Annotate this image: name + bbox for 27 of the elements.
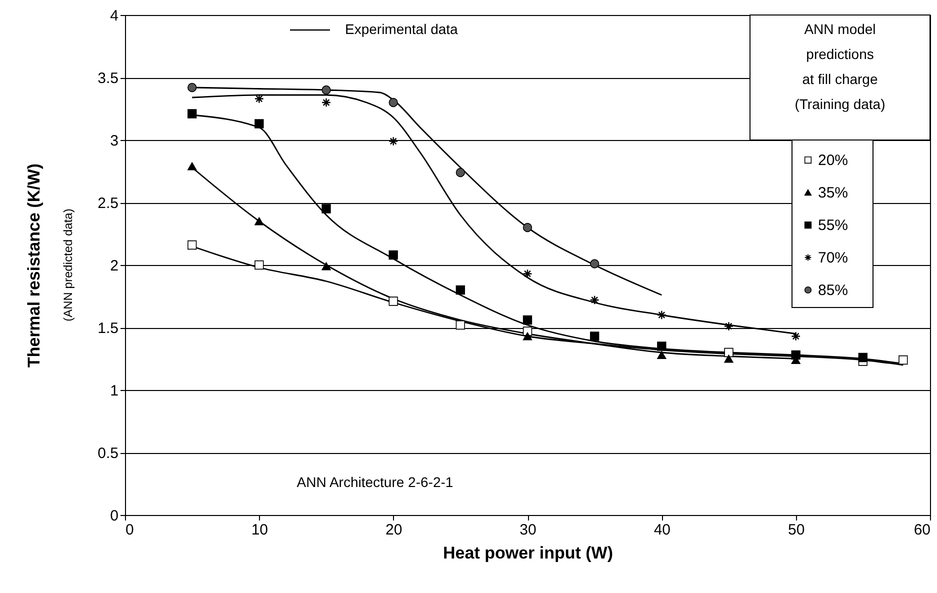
x-tick-label: 40 [654,522,671,538]
y-tick-label: 2 [110,258,118,274]
x-tick-label: 50 [788,522,805,538]
x-tick-label: 60 [914,522,930,538]
y-axis-title: Thermal resistance (K/W) [24,163,44,368]
y-tick-label: 1 [110,382,118,400]
y-tick-label: 4 [110,8,118,24]
y-tick-label: 0.5 [98,445,118,462]
legend-label: 85% [818,282,848,299]
y-tick-label: 3.5 [98,70,118,87]
x-axis-title: Heat power input (W) [443,544,613,562]
x-tick-label: 10 [251,522,268,538]
legend-label: 55% [818,217,848,234]
legend-title: ANN model predictions at fill charge (Training data) [794,21,886,112]
y-tick-label: 3 [110,132,118,150]
legend-label: 70% [818,250,848,266]
y-tick-label: 0 [110,508,118,524]
annotation: ANN Architecture 2-6-2-1 [296,474,454,490]
legend-label: Experimental data [345,21,458,37]
y-tick-label: 2.5 [98,195,118,212]
x-tick-label: 30 [520,522,536,538]
x-tick-label: 0 [126,522,134,538]
legend-label: 20% [818,152,848,169]
text: (ANN predicted data) [61,208,75,322]
x-tick-label: 20 [385,522,402,538]
y-tick-label: 1.5 [98,320,118,337]
legend-label: 35% [818,184,848,202]
